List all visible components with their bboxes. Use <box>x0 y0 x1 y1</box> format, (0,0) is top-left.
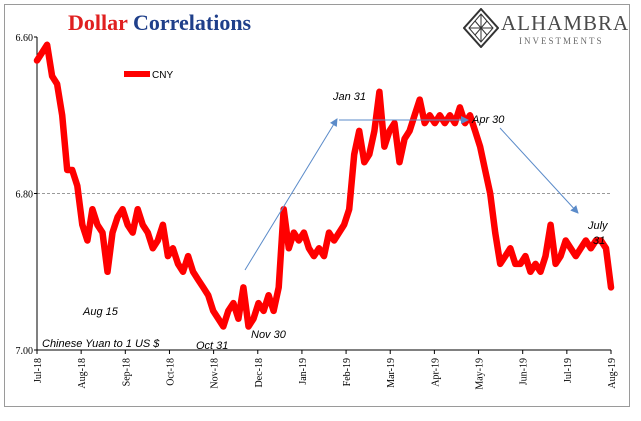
x-tick-label: Jun-19 <box>519 358 530 385</box>
chart-title: Dollar Correlations <box>68 10 251 36</box>
diamond-lattice-icon <box>462 7 500 49</box>
annotation-label: Aug 15 <box>82 306 119 318</box>
series-layer <box>33 41 615 330</box>
x-tick-label: Mar-19 <box>386 358 397 388</box>
footnote-label: Chinese Yuan to 1 US $ <box>42 338 160 350</box>
label-layer: CNY Aug 15 Oct 31 Nov 30 Jan 31 Apr 30 July 31 C… <box>42 70 609 352</box>
x-tick-label: Sep-18 <box>121 358 132 386</box>
x-tick-label: Jul-19 <box>563 358 574 383</box>
annotation-label: 31 <box>593 235 605 247</box>
y-tick-label: 6.80 <box>16 190 34 201</box>
x-tick-label: Aug-19 <box>607 358 618 389</box>
y-tick-label: 7.00 <box>16 346 34 357</box>
x-tick-label: Jul-18 <box>33 358 44 383</box>
series-line-cny <box>33 41 615 330</box>
legend-label-cny: CNY <box>152 70 173 81</box>
annotation-label: Oct 31 <box>196 340 228 352</box>
x-tick-label: Feb-19 <box>342 358 353 386</box>
arrow-layer <box>244 116 579 271</box>
annotation-label: Nov 30 <box>251 329 287 341</box>
chart-frame <box>4 4 630 407</box>
annotation-arrow <box>499 127 579 214</box>
annotation-label: Jan 31 <box>332 91 366 103</box>
alhambra-logo: ALHAMBRA INVESTMENTS <box>462 7 633 50</box>
annotation-label: July <box>587 220 609 232</box>
x-tick-label: Nov-18 <box>210 358 221 389</box>
annotation-arrow <box>244 118 338 271</box>
x-tick-label: May-19 <box>475 358 486 390</box>
y-tick-label: 6.60 <box>16 33 34 44</box>
logo-brand: ALHAMBRA <box>501 11 630 35</box>
x-tick-label: Aug-18 <box>77 358 88 389</box>
x-tick-label: Apr-19 <box>430 358 441 387</box>
title-part-1: Dollar <box>68 10 128 35</box>
x-tick-label: Jan-19 <box>298 358 309 385</box>
annotation-label: Apr 30 <box>471 114 505 126</box>
title-part-2: Correlations <box>132 10 252 35</box>
x-tick-label: Oct-18 <box>165 358 176 386</box>
x-tick-label: Dec-18 <box>254 358 265 387</box>
logo-subtitle: INVESTMENTS <box>519 36 604 46</box>
